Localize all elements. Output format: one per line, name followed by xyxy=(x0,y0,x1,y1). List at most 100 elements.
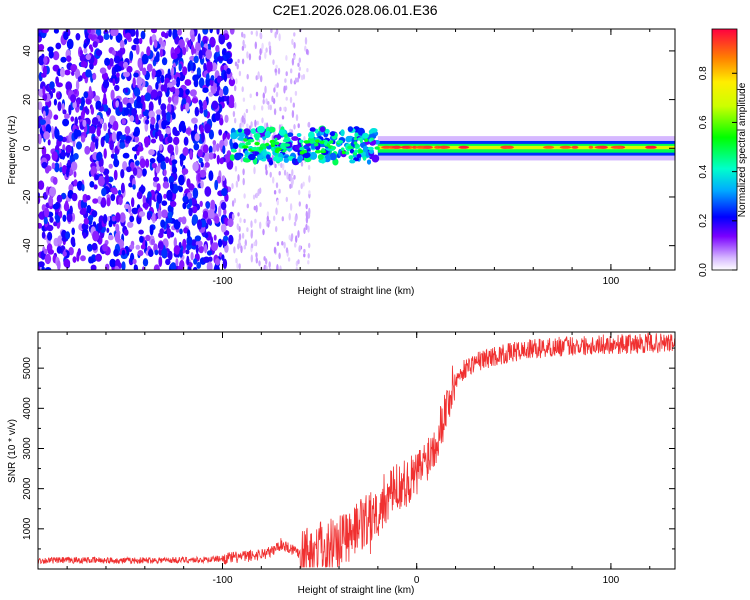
heatmap-cell xyxy=(131,146,139,152)
heatmap-cell xyxy=(153,264,160,270)
heatmap-cell xyxy=(220,223,227,233)
heatmap-cell xyxy=(211,100,219,110)
heatmap-cell xyxy=(294,90,298,96)
heatmap-cell xyxy=(89,181,95,188)
heatmap-cell xyxy=(254,218,257,224)
x-tick-label: 100 xyxy=(603,276,620,287)
spectrogram-x-label: Height of straight line (km) xyxy=(298,286,415,297)
heatmap-cell xyxy=(173,237,177,248)
heatmap-cell xyxy=(296,133,302,137)
heatmap-cell xyxy=(218,33,226,45)
heatmap-cell xyxy=(56,92,61,99)
heatmap-cell xyxy=(38,180,45,190)
heatmap-cell xyxy=(79,49,84,56)
heatmap-cell xyxy=(165,258,171,266)
heatmap-cell xyxy=(303,140,311,144)
heatmap-cell xyxy=(299,151,305,155)
heatmap-cell xyxy=(248,53,252,61)
heatmap-cell xyxy=(265,265,268,270)
heatmap-cell xyxy=(188,207,193,217)
heatmap-cell xyxy=(60,67,65,78)
heatmap-cell xyxy=(307,260,310,265)
heatmap-cell xyxy=(278,252,281,260)
heatmap-cell xyxy=(358,149,364,154)
heatmap-cell xyxy=(241,31,244,38)
heatmap-cell xyxy=(329,152,337,161)
heatmap-cell xyxy=(149,158,156,164)
heatmap-cell xyxy=(340,129,345,137)
heatmap-cell xyxy=(51,151,58,162)
heatmap-cell xyxy=(259,187,262,194)
heatmap-cell xyxy=(91,117,99,126)
heatmap-cell xyxy=(167,211,173,219)
heatmap-cell xyxy=(108,220,113,228)
heatmap-cell xyxy=(131,208,136,214)
heatmap-cell xyxy=(297,230,300,238)
heatmap-cell xyxy=(302,181,305,187)
heatmap-cell xyxy=(197,149,203,158)
heatmap-cell xyxy=(169,86,176,93)
heatmap-cell xyxy=(277,67,281,75)
heatmap-cell xyxy=(52,64,60,72)
heatmap-cell xyxy=(46,224,54,232)
heatmap-cell xyxy=(181,216,187,225)
heatmap-cell xyxy=(206,218,212,225)
heatmap-cell xyxy=(307,121,311,128)
heatmap-cell xyxy=(230,132,239,140)
heatmap-cell xyxy=(142,266,145,270)
heatmap-cell xyxy=(43,56,48,64)
heatmap-cell xyxy=(121,118,127,125)
heatmap-cell xyxy=(364,138,369,143)
heatmap-cell xyxy=(71,227,75,236)
heatmap-cell xyxy=(297,259,300,265)
heatmap-cell xyxy=(148,110,155,119)
heatmap-cell xyxy=(192,161,199,172)
heatmap-cell xyxy=(71,70,75,76)
heatmap-cell xyxy=(60,192,67,200)
heatmap-cell xyxy=(241,86,244,93)
heatmap-cell xyxy=(52,203,60,210)
heatmap-cell xyxy=(48,196,54,207)
heatmap-cell xyxy=(234,102,237,109)
heatmap-cell xyxy=(92,230,100,242)
heatmap-cell xyxy=(223,71,227,83)
heatmap-cell xyxy=(111,131,117,142)
heatmap-cell xyxy=(71,239,75,247)
heatmap-cell xyxy=(202,87,209,93)
spectrogram-x-ticks: -100 100 xyxy=(66,29,651,287)
heatmap-cell xyxy=(220,201,227,211)
heatmap-cell xyxy=(91,242,98,251)
heatmap-cell xyxy=(354,132,359,137)
heatmap-cell xyxy=(173,245,181,255)
heatmap-cell xyxy=(119,39,125,49)
heatmap-cell xyxy=(135,114,139,125)
heatmap-cell xyxy=(103,33,110,40)
heatmap-cell xyxy=(234,85,237,92)
heatmap-cell xyxy=(124,135,132,142)
heatmap-cell xyxy=(188,198,193,208)
heatmap-cell xyxy=(246,227,249,233)
heatmap-cell xyxy=(218,88,224,98)
heatmap-cell xyxy=(136,168,142,179)
heatmap-cell xyxy=(222,85,229,96)
heatmap-cell xyxy=(50,125,54,134)
heatmap-cell xyxy=(298,201,301,207)
snr-y-label: SNR (10 * v/v) xyxy=(7,419,18,483)
heatmap-cell xyxy=(305,223,308,231)
heatmap-cell xyxy=(145,158,150,168)
heatmap-cell xyxy=(226,57,233,65)
heatmap-cell xyxy=(239,122,242,130)
heatmap-cell xyxy=(191,214,199,225)
heatmap-cell xyxy=(171,159,178,165)
heatmap-cell xyxy=(267,104,271,110)
heatmap-cell xyxy=(345,151,350,155)
heatmap-cell xyxy=(259,202,262,208)
heatmap-cell xyxy=(142,67,147,76)
y-tick-label: 0 xyxy=(22,145,33,151)
heatmap-cell xyxy=(155,122,159,133)
heatmap-cell xyxy=(300,74,304,81)
heatmap-cell xyxy=(303,227,306,234)
heatmap-cell xyxy=(275,64,278,69)
heatmap-cell xyxy=(145,234,151,242)
heatmap-cell xyxy=(175,88,180,97)
